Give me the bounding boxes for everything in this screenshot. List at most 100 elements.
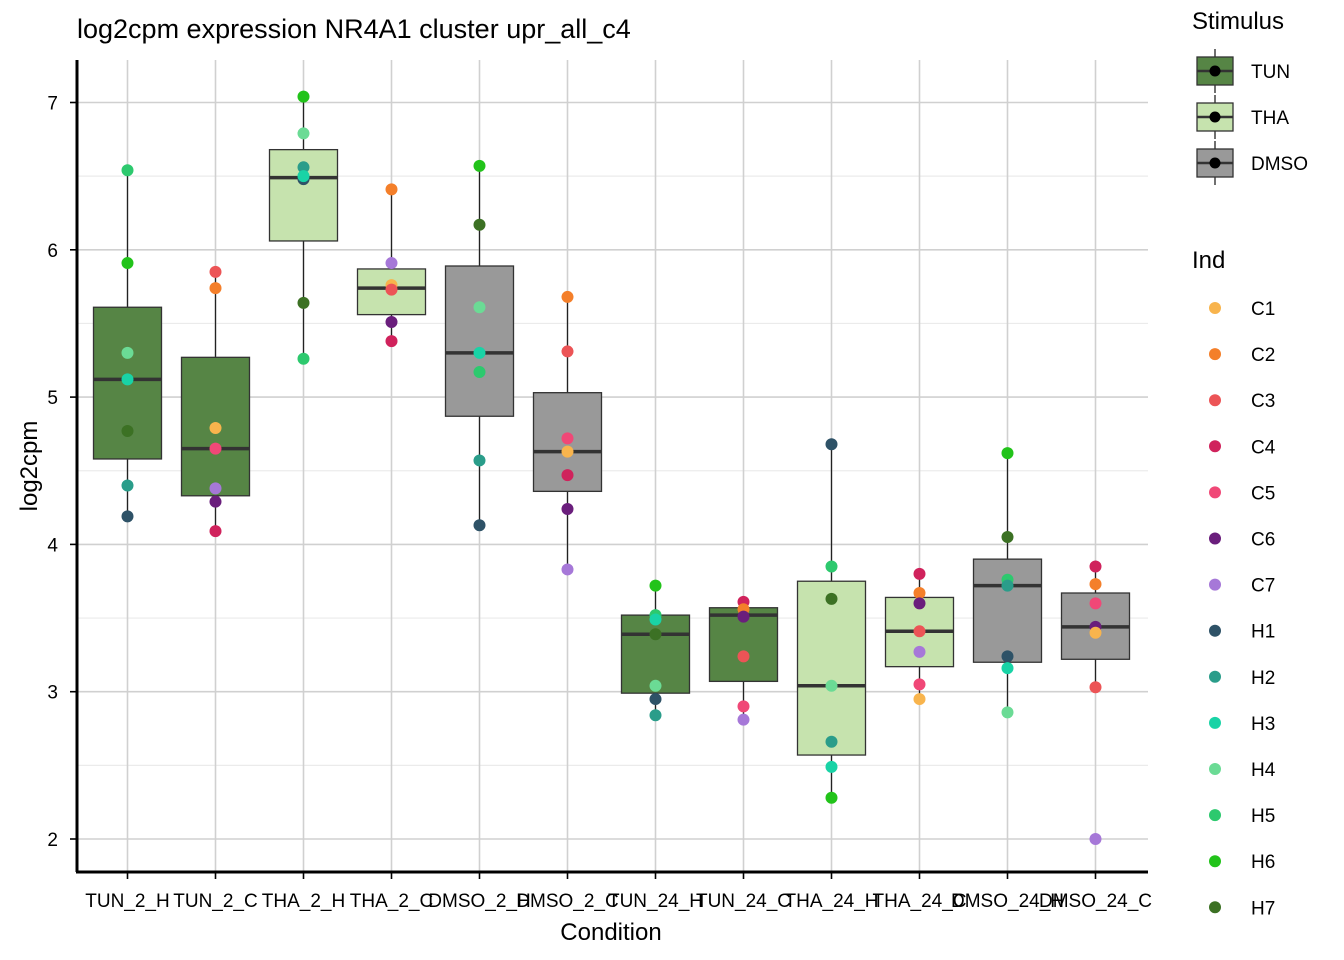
point-H2: [649, 709, 662, 722]
legend-key-DMSO: DMSO: [1196, 141, 1308, 185]
legend-label: C1: [1251, 299, 1275, 320]
legend-label: H4: [1251, 760, 1276, 781]
x-tick-label: THA_2_H: [262, 891, 345, 912]
point-H7: [121, 424, 134, 437]
legend-dot-C2: [1209, 348, 1221, 361]
x-ticks: TUN_2_H TUN_2_C THA_2_H THA_2_CDMSO_2_HDMSO…: [85, 872, 1152, 912]
legend-dot-C1: [1209, 302, 1221, 314]
y-ticks: 2 3 4 5 6 7: [47, 94, 77, 851]
stimulus-legend-title: Stimulus: [1192, 8, 1284, 35]
x-tick-label: THA_24_H: [785, 891, 879, 912]
legend-dot-H3: [1209, 716, 1221, 729]
point-C6: [913, 597, 926, 610]
point-C7: [561, 563, 574, 576]
y-tick-label: 4: [47, 535, 58, 556]
point-H3: [649, 613, 662, 626]
point-H4: [1001, 706, 1014, 719]
x-tick-label: DMSO_24_C: [1039, 891, 1152, 912]
legend-label: H3: [1251, 714, 1275, 735]
point-H5: [297, 352, 310, 365]
y-tick-label: 2: [47, 830, 58, 851]
point-H1: [121, 510, 134, 523]
point-H6: [649, 579, 662, 592]
point-H4: [649, 679, 662, 692]
point-C5: [209, 442, 222, 455]
data-points: [121, 90, 1102, 845]
x-tick-label: THA_2_C: [350, 891, 433, 912]
x-tick-label: DMSO_2_H: [428, 891, 530, 912]
box-iqr: [444, 265, 515, 417]
legend-dot-H1: [1209, 624, 1221, 637]
point-C4: [1089, 560, 1102, 573]
point-C3: [385, 283, 398, 296]
y-tick-label: 7: [47, 94, 58, 115]
point-H3: [825, 760, 838, 773]
point-H4: [297, 127, 310, 140]
point-H5: [473, 366, 486, 379]
point-C6: [209, 495, 222, 508]
point-C7: [913, 645, 926, 658]
x-tick-label: DMSO_24_H: [951, 891, 1064, 912]
point-H7: [649, 628, 662, 641]
point-C2: [913, 587, 926, 600]
legend-key-dot: [1209, 65, 1221, 77]
x-tick-label: TUN_24_C: [696, 891, 791, 912]
boxes: [92, 96, 1131, 798]
point-H4: [121, 346, 134, 359]
point-C7: [737, 713, 750, 726]
y-tick-label: 6: [47, 241, 58, 262]
point-H6: [473, 159, 486, 172]
point-H6: [297, 90, 310, 103]
legend-dot-H4: [1209, 763, 1221, 775]
legend-dot-H5: [1209, 809, 1221, 822]
point-C5: [737, 700, 750, 713]
point-H6: [121, 257, 134, 270]
point-H1: [649, 693, 662, 706]
legend-label: C6: [1251, 530, 1275, 551]
point-H6: [825, 791, 838, 804]
legend-label: DMSO: [1251, 154, 1308, 175]
legend-key-dot: [1209, 157, 1221, 169]
point-C1: [561, 445, 574, 458]
point-C3: [1089, 681, 1102, 694]
point-H2: [297, 161, 310, 174]
point-C7: [209, 482, 222, 495]
point-H1: [825, 438, 838, 451]
point-H3: [121, 373, 134, 386]
point-C6: [561, 503, 574, 516]
point-C5: [561, 432, 574, 445]
point-H5: [825, 560, 838, 573]
legend-dot-C3: [1209, 394, 1221, 407]
point-H4: [473, 301, 486, 314]
legend-key-TUN: TUN: [1196, 49, 1290, 93]
legend-label: H1: [1251, 622, 1275, 643]
point-H3: [1001, 662, 1014, 675]
chart-title: log2cpm expression NR4A1 cluster upr_all…: [77, 14, 631, 44]
point-H4: [825, 679, 838, 692]
x-tick-label: TUN_2_H: [85, 891, 169, 912]
x-tick-label: TUN_2_C: [173, 891, 257, 912]
point-C3: [561, 345, 574, 358]
point-H7: [297, 296, 310, 309]
x-tick-label: DMSO_2_C: [516, 891, 618, 912]
x-tick-label: THA_24_C: [873, 891, 967, 912]
point-H6: [1001, 447, 1014, 460]
point-C4: [561, 469, 574, 482]
point-H3: [473, 346, 486, 359]
legend-label: H2: [1251, 668, 1275, 689]
x-tick-label: TUN_24_H: [608, 891, 703, 912]
point-C1: [913, 693, 926, 706]
box-THA_24_H: [796, 444, 867, 798]
point-H2: [825, 735, 838, 748]
legend-key-dot: [1209, 111, 1221, 123]
point-H1: [1001, 650, 1014, 663]
ind-legend: Ind C1 C2 C3 C4 C5 C6 C7 H1 H2 H3 H4 H5 H6 H7: [1192, 247, 1276, 919]
point-H2: [121, 479, 134, 492]
point-H1: [473, 519, 486, 532]
legend-dot-C5: [1209, 486, 1221, 499]
point-H3: [297, 170, 310, 183]
y-tick-label: 3: [47, 683, 58, 704]
point-C6: [385, 315, 398, 328]
legend-label: H7: [1251, 898, 1275, 919]
